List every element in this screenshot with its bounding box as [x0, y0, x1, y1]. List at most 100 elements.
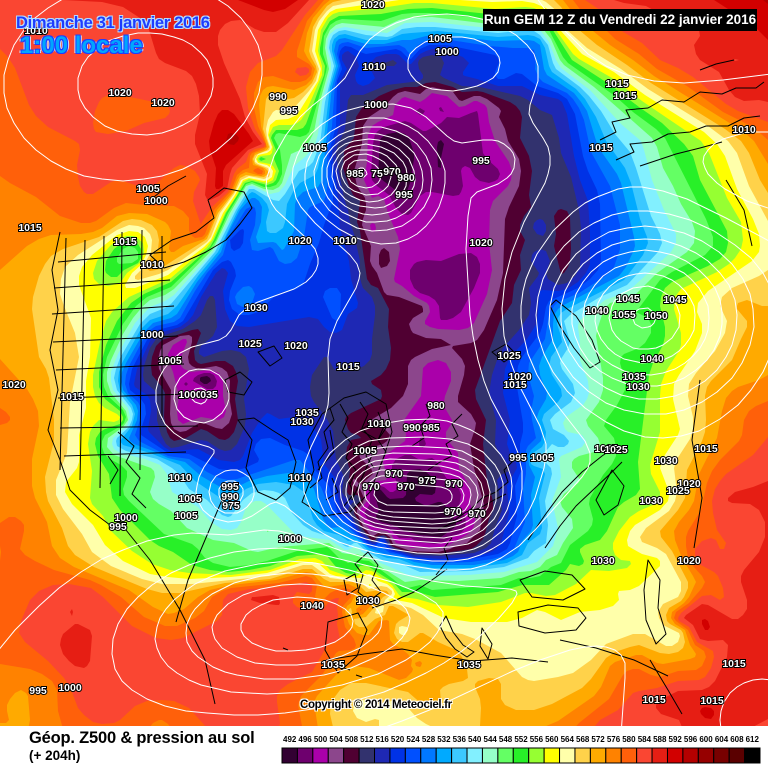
svg-text:544: 544: [484, 735, 498, 744]
svg-text:1025: 1025: [497, 350, 521, 362]
svg-text:970: 970: [362, 481, 380, 493]
svg-text:1020: 1020: [2, 379, 26, 391]
svg-text:1000: 1000: [435, 46, 459, 58]
svg-text:1000: 1000: [114, 512, 138, 524]
svg-text:995: 995: [472, 155, 490, 167]
svg-text:985: 985: [422, 422, 440, 434]
svg-text:600: 600: [699, 735, 713, 744]
svg-text:1005: 1005: [428, 33, 452, 45]
svg-text:596: 596: [684, 735, 698, 744]
svg-text:1015: 1015: [642, 694, 666, 706]
svg-text:995: 995: [395, 189, 413, 201]
svg-text:990: 990: [221, 491, 239, 503]
svg-text:1005: 1005: [303, 142, 327, 154]
svg-text:1035: 1035: [622, 371, 646, 383]
svg-text:1020: 1020: [284, 340, 308, 352]
svg-text:1000: 1000: [144, 195, 168, 207]
svg-text:492: 492: [283, 735, 297, 744]
svg-text:1015: 1015: [694, 443, 718, 455]
svg-text:995: 995: [280, 105, 298, 117]
svg-text:1030: 1030: [356, 595, 380, 607]
svg-text:1030: 1030: [654, 455, 678, 467]
svg-text:572: 572: [591, 735, 605, 744]
svg-text:1000: 1000: [140, 329, 164, 341]
svg-text:584: 584: [638, 735, 652, 744]
svg-text:1010: 1010: [288, 472, 312, 484]
svg-text:990: 990: [403, 422, 421, 434]
svg-text:1045: 1045: [663, 294, 687, 306]
svg-text:1015: 1015: [60, 391, 84, 403]
svg-text:1020: 1020: [508, 371, 532, 383]
svg-text:1010: 1010: [732, 124, 756, 136]
svg-text:1005: 1005: [530, 452, 554, 464]
svg-text:608: 608: [730, 735, 744, 744]
svg-text:500: 500: [314, 735, 328, 744]
svg-text:1020: 1020: [677, 555, 701, 567]
svg-text:1000: 1000: [178, 389, 202, 401]
svg-text:995: 995: [221, 481, 239, 493]
svg-text:1010: 1010: [140, 259, 164, 271]
svg-text:532: 532: [437, 735, 451, 744]
svg-text:568: 568: [576, 735, 590, 744]
svg-text:1015: 1015: [700, 695, 724, 707]
svg-text:1055: 1055: [612, 309, 636, 321]
svg-text:1000: 1000: [278, 533, 302, 545]
svg-text:504: 504: [329, 735, 343, 744]
svg-text:604: 604: [715, 735, 729, 744]
svg-text:560: 560: [545, 735, 559, 744]
svg-text:1000: 1000: [364, 99, 388, 111]
svg-text:990: 990: [269, 91, 287, 103]
svg-text:980: 980: [397, 172, 415, 184]
svg-text:580: 580: [622, 735, 636, 744]
svg-text:975: 975: [418, 475, 436, 487]
svg-text:1025: 1025: [604, 444, 628, 456]
svg-text:985: 985: [346, 168, 364, 180]
svg-text:1025: 1025: [666, 485, 690, 497]
svg-text:1015: 1015: [113, 236, 137, 248]
svg-text:1040: 1040: [585, 305, 609, 317]
svg-text:035: 035: [200, 389, 218, 401]
svg-text:1010: 1010: [367, 418, 391, 430]
svg-text:592: 592: [669, 735, 683, 744]
svg-text:540: 540: [468, 735, 482, 744]
svg-text:1020: 1020: [677, 478, 701, 490]
svg-text:552: 552: [514, 735, 528, 744]
svg-text:1005: 1005: [174, 510, 198, 522]
svg-text:1015: 1015: [613, 90, 637, 102]
svg-text:588: 588: [653, 735, 667, 744]
svg-text:1020: 1020: [361, 0, 385, 11]
svg-text:576: 576: [607, 735, 621, 744]
svg-text:75: 75: [371, 168, 383, 180]
svg-text:980: 980: [427, 400, 445, 412]
svg-text:975: 975: [222, 500, 240, 512]
svg-text:1030: 1030: [639, 495, 663, 507]
svg-text:1045: 1045: [616, 293, 640, 305]
svg-text:1015: 1015: [18, 222, 42, 234]
svg-text:1020: 1020: [108, 87, 132, 99]
svg-text:548: 548: [499, 735, 513, 744]
svg-text:1000: 1000: [58, 682, 82, 694]
svg-text:1005: 1005: [158, 355, 182, 367]
svg-text:1015: 1015: [503, 379, 527, 391]
svg-text:1015: 1015: [336, 361, 360, 373]
svg-text:1005: 1005: [136, 183, 160, 195]
svg-text:995: 995: [29, 685, 47, 697]
svg-text:1050: 1050: [644, 310, 668, 322]
svg-text:995: 995: [109, 521, 127, 533]
svg-text:1005: 1005: [178, 493, 202, 505]
svg-text:970: 970: [445, 478, 463, 490]
svg-text:995: 995: [509, 452, 527, 464]
svg-text:970: 970: [397, 481, 415, 493]
svg-text:970: 970: [385, 468, 403, 480]
svg-text:1025: 1025: [238, 338, 262, 350]
svg-text:508: 508: [345, 735, 359, 744]
svg-text:528: 528: [422, 735, 436, 744]
svg-text:1040: 1040: [300, 600, 324, 612]
svg-text:524: 524: [406, 735, 420, 744]
svg-text:564: 564: [561, 735, 575, 744]
svg-text:1030: 1030: [591, 555, 615, 567]
svg-text:1020: 1020: [151, 97, 175, 109]
svg-text:970: 970: [468, 508, 486, 520]
svg-text:1020: 1020: [288, 235, 312, 247]
svg-text:1010: 1010: [168, 472, 192, 484]
